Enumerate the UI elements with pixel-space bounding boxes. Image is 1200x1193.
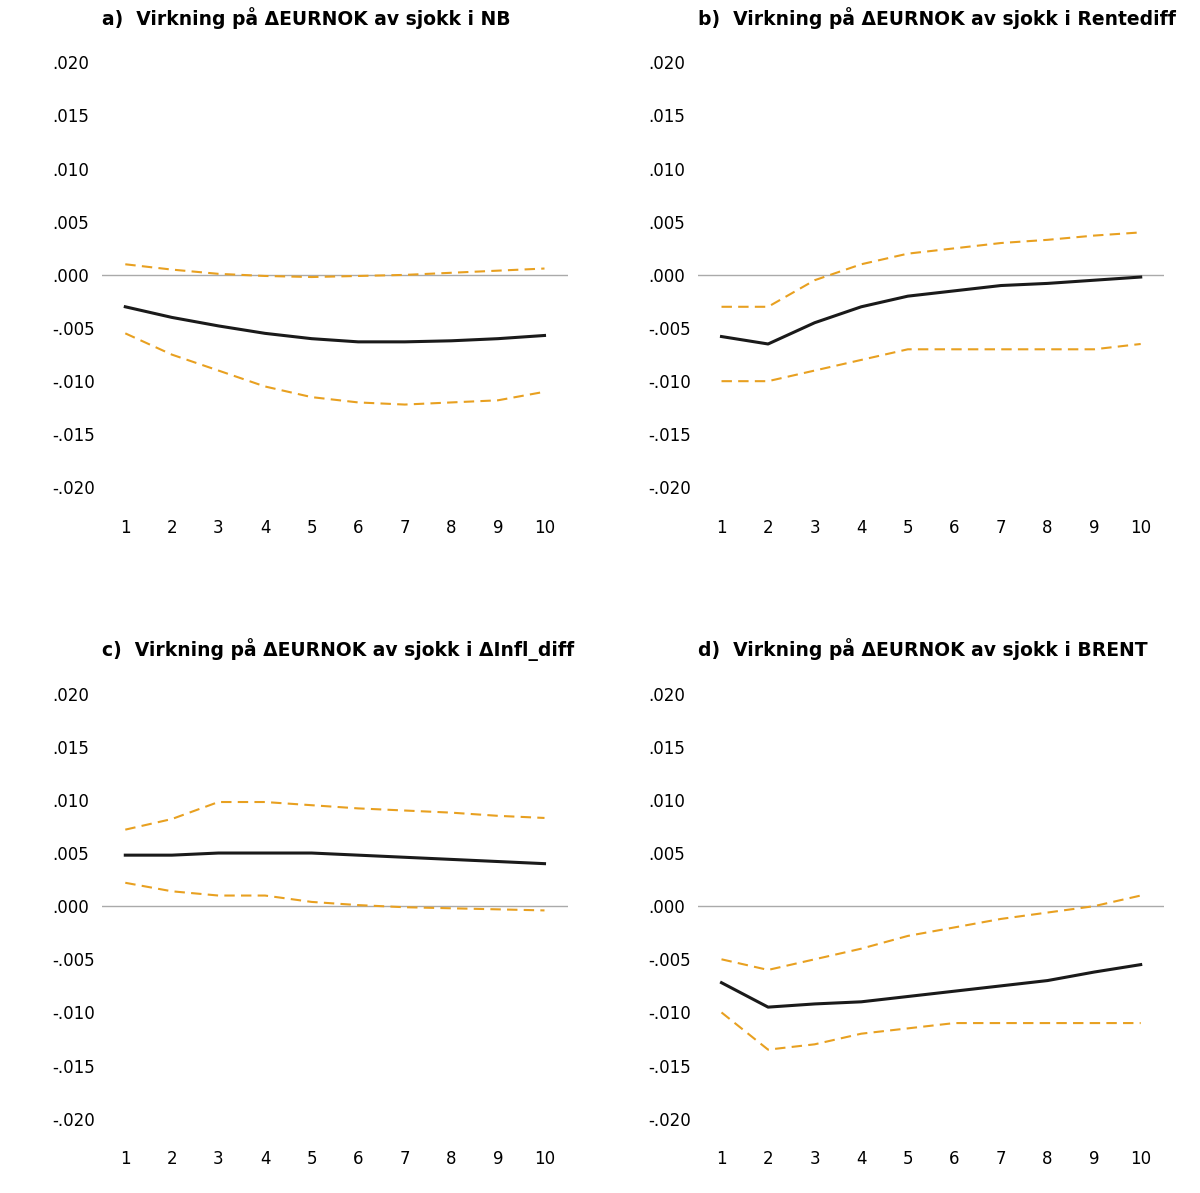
Text: b)  Virkning på ΔEURNOK av sjokk i Rentediff: b) Virkning på ΔEURNOK av sjokk i Rented… [698,7,1176,29]
Text: d)  Virkning på ΔEURNOK av sjokk i BRENT: d) Virkning på ΔEURNOK av sjokk i BRENT [698,638,1148,660]
Text: c)  Virkning på ΔEURNOK av sjokk i ΔInfl_diff: c) Virkning på ΔEURNOK av sjokk i ΔInfl_… [102,638,574,661]
Text: a)  Virkning på ΔEURNOK av sjokk i NB: a) Virkning på ΔEURNOK av sjokk i NB [102,7,511,29]
